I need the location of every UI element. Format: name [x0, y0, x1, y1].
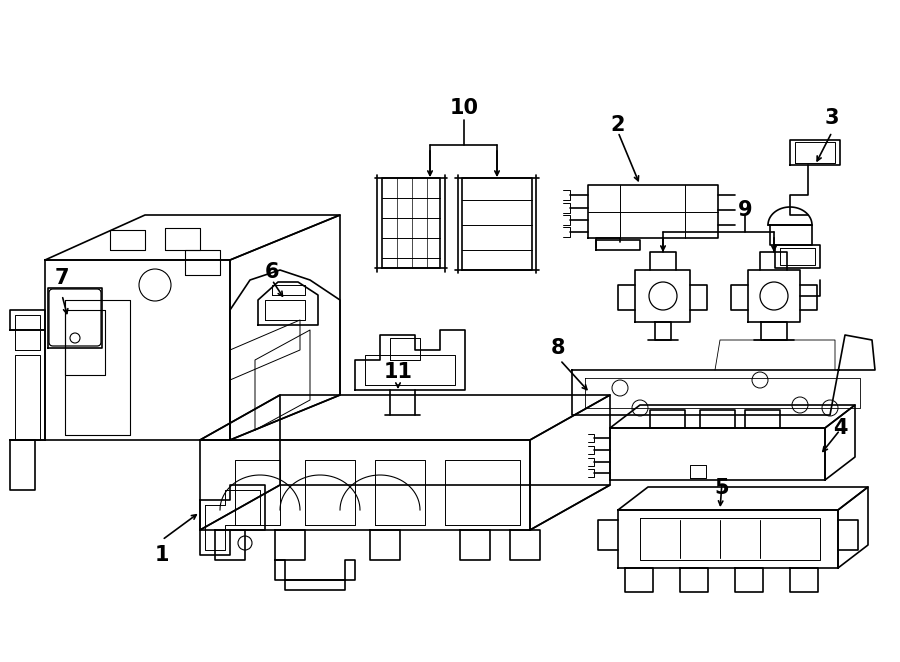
Text: 5: 5: [715, 478, 729, 498]
Text: 6: 6: [265, 262, 279, 282]
Text: 8: 8: [551, 338, 565, 358]
Text: 9: 9: [738, 200, 752, 220]
Text: 3: 3: [824, 108, 839, 128]
Text: 11: 11: [383, 362, 412, 382]
Text: 10: 10: [449, 98, 479, 118]
Text: 4: 4: [832, 418, 847, 438]
Text: 1: 1: [155, 545, 169, 565]
Text: 7: 7: [55, 268, 69, 288]
Text: 2: 2: [611, 115, 625, 135]
